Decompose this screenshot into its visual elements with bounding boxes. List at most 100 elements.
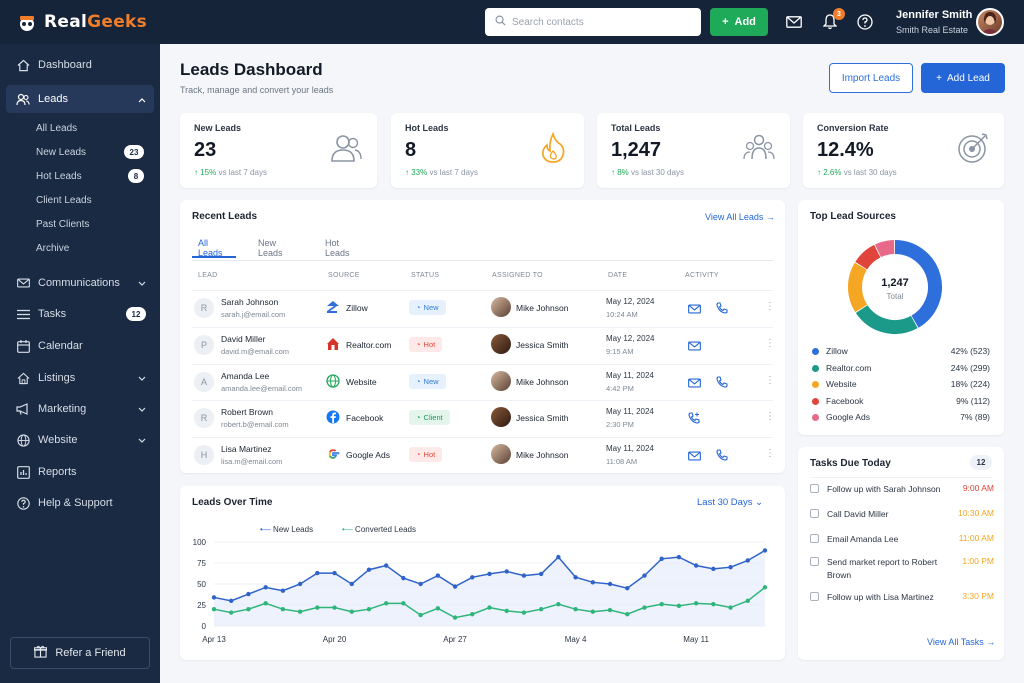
- data-point[interactable]: [573, 575, 578, 580]
- lead-name[interactable]: Robert Brown: [221, 407, 273, 417]
- table-row[interactable]: R Sarah Johnson sarah.j@email.com Zillow…: [180, 290, 785, 326]
- view-all-leads-link[interactable]: View All Leads →: [705, 212, 775, 222]
- data-point[interactable]: [728, 565, 733, 570]
- data-point[interactable]: [573, 607, 578, 612]
- data-point[interactable]: [487, 605, 492, 610]
- data-point[interactable]: [435, 573, 441, 578]
- data-point[interactable]: [693, 601, 699, 606]
- sidebar-sub-hot-leads[interactable]: Hot Leads: [36, 171, 82, 182]
- data-point[interactable]: [711, 601, 716, 607]
- lead-name[interactable]: Lisa Martinez: [221, 444, 272, 454]
- data-point[interactable]: [229, 610, 234, 615]
- data-point[interactable]: [229, 598, 234, 603]
- refer-friend-button[interactable]: Refer a Friend: [10, 637, 150, 669]
- sidebar-item-marketing[interactable]: Marketing: [6, 395, 154, 423]
- data-point[interactable]: [435, 606, 441, 611]
- tab-new-leads[interactable]: New Leads: [258, 238, 283, 258]
- data-point[interactable]: [332, 605, 337, 610]
- data-point[interactable]: [211, 607, 217, 612]
- task-checkbox[interactable]: [810, 557, 819, 566]
- table-row[interactable]: P David Miller david.m@email.com Realtor…: [180, 327, 785, 363]
- phone-add-action-icon[interactable]: [688, 411, 702, 425]
- data-point[interactable]: [470, 575, 475, 580]
- sidebar-item-calendar[interactable]: Calendar: [6, 332, 154, 360]
- data-point[interactable]: [728, 605, 733, 610]
- sidebar-sub-client-leads[interactable]: Client Leads: [36, 195, 92, 206]
- table-row[interactable]: A Amanda Lee amanda.lee@email.com Websit…: [180, 364, 785, 400]
- data-point[interactable]: [297, 581, 303, 587]
- search-input[interactable]: [512, 16, 692, 28]
- data-point[interactable]: [642, 573, 647, 578]
- sidebar-item-reports[interactable]: Reports: [6, 458, 154, 486]
- phone-action-icon[interactable]: [716, 375, 730, 389]
- data-point[interactable]: [538, 571, 544, 577]
- search-box[interactable]: [485, 8, 701, 36]
- sidebar-item-website[interactable]: Website: [6, 426, 154, 454]
- email-action-icon[interactable]: [688, 375, 702, 389]
- data-point[interactable]: [366, 607, 372, 612]
- data-point[interactable]: [556, 554, 561, 560]
- stat-card-hot-leads[interactable]: Hot Leads 8 ↑ 33% vs last 7 days: [391, 113, 584, 188]
- lead-name[interactable]: Amanda Lee: [221, 371, 270, 381]
- mail-icon[interactable]: [784, 12, 804, 32]
- tab-all-leads[interactable]: All Leads: [198, 238, 223, 258]
- data-point[interactable]: [315, 605, 320, 610]
- stat-card-conversion-rate[interactable]: Conversion Rate 12.4% ↑ 2.6% vs last 30 …: [803, 113, 1004, 188]
- data-point[interactable]: [452, 615, 458, 620]
- sidebar-item-leads[interactable]: Leads: [6, 85, 154, 113]
- data-point[interactable]: [487, 571, 492, 577]
- sidebar-item-listings[interactable]: Listings: [6, 364, 154, 392]
- view-all-tasks-link[interactable]: View All Tasks →: [927, 637, 996, 647]
- sidebar-item-help[interactable]: Help & Support: [6, 489, 154, 517]
- bell-icon[interactable]: [820, 12, 840, 32]
- date-range-dropdown[interactable]: Last 30 Days ⌄: [697, 497, 764, 508]
- data-point[interactable]: [504, 569, 509, 574]
- table-row[interactable]: R Robert Brown robert.b@email.com Facebo…: [180, 400, 785, 436]
- data-point[interactable]: [676, 554, 682, 560]
- data-point[interactable]: [676, 603, 682, 609]
- data-point[interactable]: [590, 580, 596, 585]
- data-point[interactable]: [366, 567, 372, 572]
- lead-name[interactable]: David Miller: [221, 334, 266, 344]
- phone-action-icon[interactable]: [716, 301, 730, 315]
- data-point[interactable]: [401, 575, 406, 581]
- user-avatar[interactable]: [976, 8, 1004, 36]
- task-checkbox[interactable]: [810, 484, 819, 493]
- data-point[interactable]: [349, 609, 354, 614]
- email-action-icon[interactable]: [688, 338, 702, 352]
- data-point[interactable]: [745, 558, 750, 563]
- data-point[interactable]: [607, 607, 613, 613]
- user-name[interactable]: Jennifer Smith: [896, 9, 973, 21]
- task-checkbox[interactable]: [810, 592, 819, 601]
- data-point[interactable]: [246, 591, 251, 597]
- sidebar-sub-new-leads[interactable]: New Leads: [36, 147, 87, 158]
- data-point[interactable]: [642, 605, 647, 610]
- data-point[interactable]: [418, 612, 423, 618]
- add-lead-button[interactable]: + Add Lead: [921, 63, 1005, 93]
- data-point[interactable]: [246, 607, 251, 612]
- data-point[interactable]: [590, 609, 596, 614]
- data-point[interactable]: [452, 584, 458, 589]
- data-point[interactable]: [693, 563, 699, 568]
- data-point[interactable]: [280, 607, 286, 612]
- task-checkbox[interactable]: [810, 509, 819, 518]
- sidebar-item-communications[interactable]: Communications: [6, 269, 154, 297]
- more-options-icon[interactable]: ⋮: [765, 338, 775, 349]
- email-action-icon[interactable]: [688, 301, 702, 315]
- data-point[interactable]: [607, 581, 613, 587]
- phone-action-icon[interactable]: [716, 448, 730, 462]
- data-point[interactable]: [332, 570, 337, 576]
- data-point[interactable]: [349, 581, 354, 587]
- sidebar-sub-all-leads[interactable]: All Leads: [36, 123, 78, 134]
- data-point[interactable]: [470, 612, 475, 617]
- more-options-icon[interactable]: ⋮: [765, 301, 775, 312]
- stat-card-total-leads[interactable]: Total Leads 1,247 ↑ 8% vs last 30 days: [597, 113, 790, 188]
- data-point[interactable]: [504, 608, 509, 614]
- sidebar-sub-archive[interactable]: Archive: [36, 243, 70, 254]
- stat-card-new-leads[interactable]: New Leads 23 ↑ 15% vs last 7 days: [180, 113, 377, 188]
- import-leads-button[interactable]: Import Leads: [829, 63, 913, 93]
- sidebar-item-tasks[interactable]: Tasks: [6, 300, 154, 328]
- data-point[interactable]: [297, 609, 303, 614]
- data-point[interactable]: [659, 556, 664, 561]
- lead-name[interactable]: Sarah Johnson: [221, 297, 279, 307]
